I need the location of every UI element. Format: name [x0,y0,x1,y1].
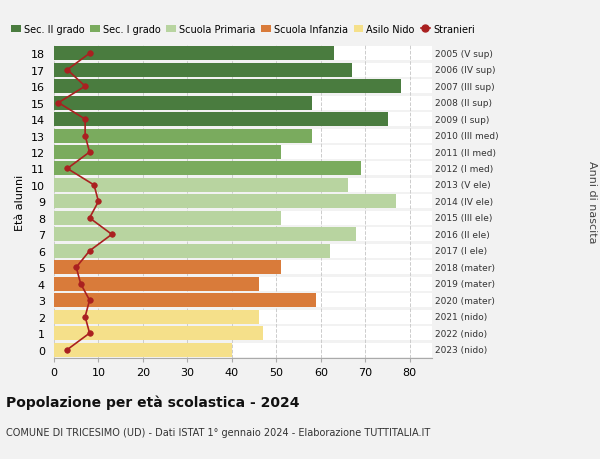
Bar [54,277,259,291]
Bar [54,113,432,127]
Bar [54,129,312,143]
Bar [54,63,432,78]
Bar [54,310,259,324]
Bar [54,146,432,160]
Bar [54,310,432,324]
Text: 2014 (IV ele): 2014 (IV ele) [435,197,493,207]
Bar [54,162,361,176]
Text: 2017 (I ele): 2017 (I ele) [435,247,487,256]
Text: 2023 (nido): 2023 (nido) [435,345,487,354]
Bar [54,80,401,94]
Bar [54,326,432,341]
Bar [54,228,432,242]
Y-axis label: Età alunni: Età alunni [15,174,25,230]
Text: 2021 (nido): 2021 (nido) [435,313,487,321]
Text: 2019 (mater): 2019 (mater) [435,280,495,289]
Bar [54,294,316,308]
Bar [54,113,388,127]
Text: 2013 (V ele): 2013 (V ele) [435,181,491,190]
Bar [54,47,432,61]
Text: 2007 (III sup): 2007 (III sup) [435,83,494,91]
Text: 2015 (III ele): 2015 (III ele) [435,214,493,223]
Text: 2020 (mater): 2020 (mater) [435,296,495,305]
Bar [54,212,432,225]
Bar [54,212,281,225]
Bar [54,146,281,160]
Bar [54,326,263,341]
Text: 2006 (IV sup): 2006 (IV sup) [435,66,496,75]
Text: 2010 (III med): 2010 (III med) [435,132,499,141]
Text: Popolazione per età scolastica - 2024: Popolazione per età scolastica - 2024 [6,395,299,409]
Bar [54,294,432,308]
Bar [54,195,432,209]
Bar [54,261,432,274]
Text: COMUNE DI TRICESIMO (UD) - Dati ISTAT 1° gennaio 2024 - Elaborazione TUTTITALIA.: COMUNE DI TRICESIMO (UD) - Dati ISTAT 1°… [6,427,430,437]
Bar [54,228,356,242]
Text: 2022 (nido): 2022 (nido) [435,329,487,338]
Bar [54,162,432,176]
Bar [54,63,352,78]
Text: 2008 (II sup): 2008 (II sup) [435,99,492,108]
Bar [54,129,432,143]
Bar [54,179,347,192]
Bar [54,244,432,258]
Bar [54,80,432,94]
Text: 2011 (II med): 2011 (II med) [435,148,496,157]
Bar [54,179,432,192]
Text: 2018 (mater): 2018 (mater) [435,263,495,272]
Text: 2012 (I med): 2012 (I med) [435,165,493,174]
Bar [54,343,432,357]
Legend: Sec. II grado, Sec. I grado, Scuola Primaria, Scuola Infanzia, Asilo Nido, Stran: Sec. II grado, Sec. I grado, Scuola Prim… [11,25,475,35]
Text: 2009 (I sup): 2009 (I sup) [435,115,490,124]
Bar [54,47,334,61]
Text: 2005 (V sup): 2005 (V sup) [435,50,493,59]
Bar [54,343,232,357]
Bar [54,96,312,110]
Bar [54,244,330,258]
Bar [54,195,397,209]
Bar [54,96,432,110]
Text: Anni di nascita: Anni di nascita [587,161,597,243]
Bar [54,277,432,291]
Bar [54,261,281,274]
Text: 2016 (II ele): 2016 (II ele) [435,230,490,239]
